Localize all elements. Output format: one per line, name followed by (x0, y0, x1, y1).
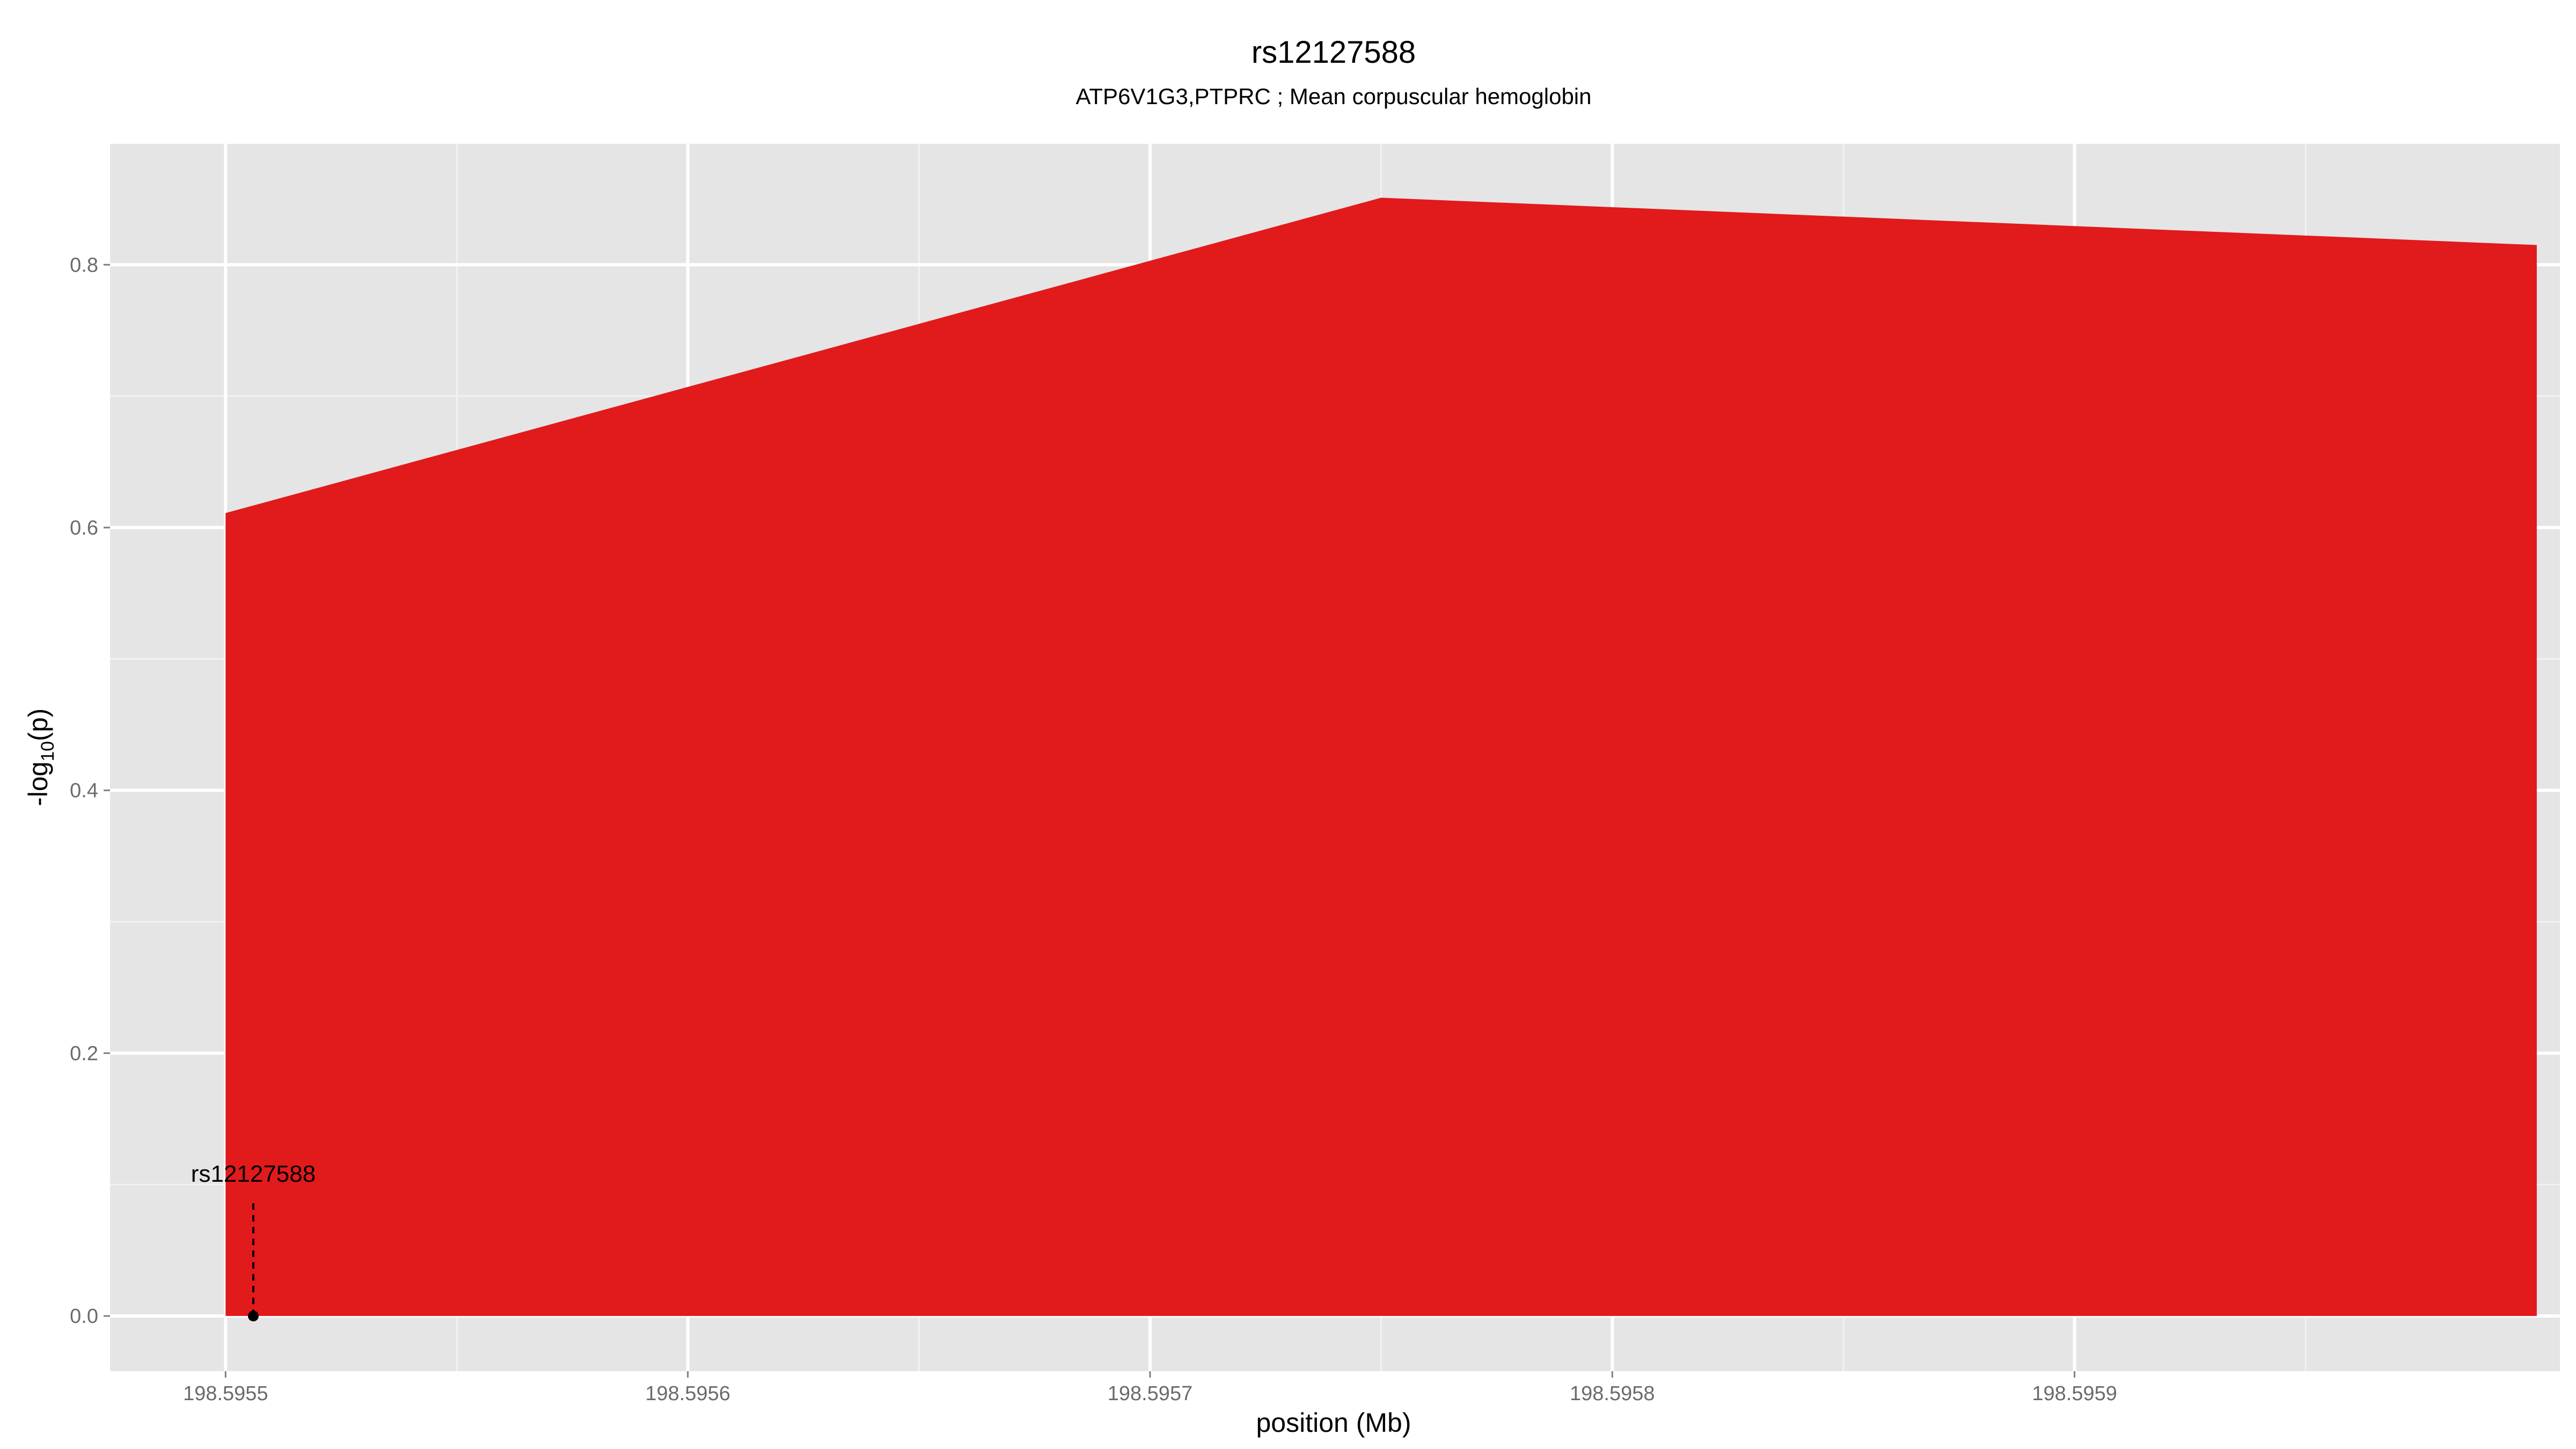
snp-marker-point (248, 1311, 259, 1322)
area-layer (225, 197, 2537, 1316)
x-axis-ticks: 198.5955 198.5956 198.5957 198.5958 198.5959 (183, 1371, 2117, 1405)
y-axis-title-subscript: 10 (38, 741, 58, 762)
y-axis-ticks: 0.0 0.2 0.4 0.6 0.8 (70, 254, 110, 1328)
y-axis-title-main: -log (23, 762, 53, 806)
y-tick-label: 0.6 (70, 517, 98, 539)
annotation-layer: rs12127588 (191, 1161, 316, 1322)
x-tick-label: 198.5955 (183, 1382, 268, 1405)
area-series (225, 197, 2537, 1316)
y-axis-title: -log10(p) (23, 708, 58, 806)
x-tick-label: 198.5958 (1570, 1382, 1655, 1405)
y-tick-label: 0.0 (70, 1305, 98, 1328)
snp-label: rs12127588 (191, 1161, 316, 1187)
x-tick-label: 198.5957 (1108, 1382, 1193, 1405)
y-tick-label: 0.4 (70, 780, 98, 802)
y-tick-label: 0.8 (70, 254, 98, 276)
y-axis-title-tail: (p) (23, 708, 53, 741)
chart-title: rs12127588 (1252, 35, 1416, 70)
chart-subtitle: ATP6V1G3,PTPRC ; Mean corpuscular hemogl… (1076, 84, 1592, 109)
x-tick-label: 198.5956 (645, 1382, 730, 1405)
y-tick-label: 0.2 (70, 1042, 98, 1065)
x-axis-title: position (Mb) (1256, 1408, 1411, 1438)
x-tick-label: 198.5959 (2032, 1382, 2117, 1405)
